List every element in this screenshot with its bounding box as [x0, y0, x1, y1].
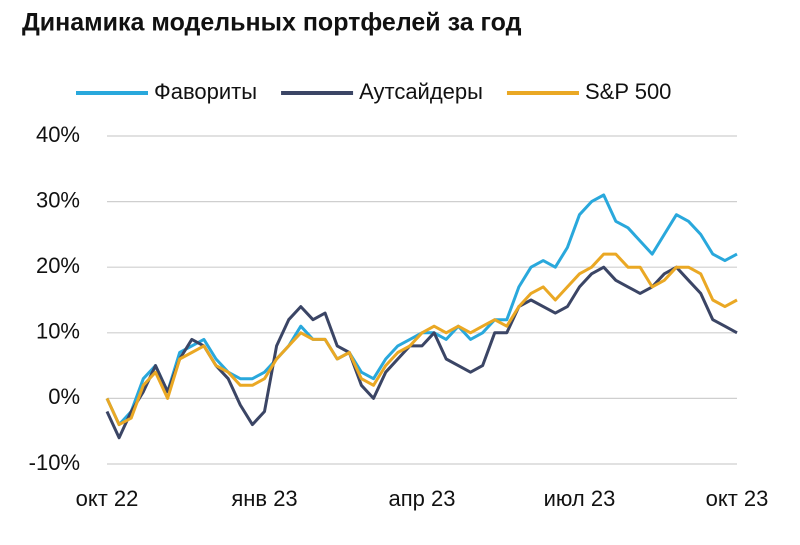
y-tick-label: 40%: [36, 122, 80, 147]
y-tick-label: -10%: [29, 450, 80, 475]
legend-label: Аутсайдеры: [359, 79, 483, 104]
y-tick-label: 10%: [36, 319, 80, 344]
legend-label: S&P 500: [585, 79, 671, 104]
series-line: [105, 193, 738, 427]
x-tick-label: янв 23: [231, 486, 297, 511]
x-tick-label: окт 23: [706, 486, 769, 511]
y-tick-label: 30%: [36, 187, 80, 212]
x-tick-label: июл 23: [544, 486, 616, 511]
x-tick-label: апр 23: [389, 486, 456, 511]
y-tick-label: 0%: [48, 384, 80, 409]
legend-label: Фавориты: [154, 79, 257, 104]
series-line: [105, 265, 738, 440]
y-tick-label: 20%: [36, 253, 80, 278]
series-line: [105, 252, 738, 427]
x-tick-label: окт 22: [76, 486, 139, 511]
chart-title: Динамика модельных портфелей за год: [22, 9, 522, 37]
